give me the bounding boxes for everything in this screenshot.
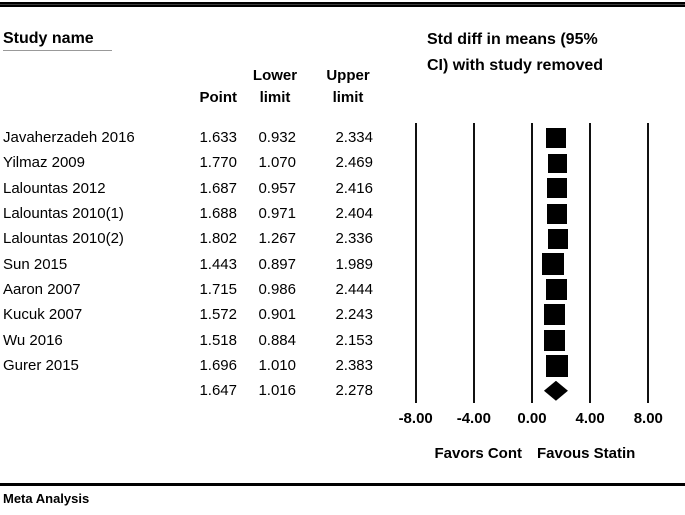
study-row: Sun 2015 1.443 0.897 1.989 (3, 252, 373, 277)
lower-limit-cell: 1.010 (258, 356, 296, 374)
upper-limit-cell: 2.243 (335, 306, 373, 324)
study-row: Wu 2016 1.518 0.884 2.153 (3, 328, 373, 353)
effect-square-marker (546, 203, 567, 224)
bottom-rule (0, 483, 685, 486)
study-row: Aaron 2007 1.715 0.986 2.444 (3, 277, 373, 302)
effect-square-marker (546, 178, 567, 199)
effect-square-marker (541, 253, 564, 276)
lower-limit-cell: 1.267 (258, 230, 296, 248)
lower-limit-cell: 1.070 (258, 154, 296, 172)
lower-limit-cell: 0.884 (258, 331, 296, 349)
axis-gridline (531, 123, 533, 403)
study-name-cell: Aaron 2007 (3, 280, 81, 298)
axis-gridline (589, 123, 592, 403)
effect-square-marker (545, 354, 568, 377)
plot-title-line1: Std diff in means (95% (427, 31, 598, 48)
study-name-cell: Kucuk 2007 (3, 306, 83, 324)
study-row: Gurer 2015 1.696 1.010 2.383 (3, 353, 373, 378)
study-name-cell: Javaherzadeh 2016 (3, 129, 135, 147)
column-header-lower-line2: limit (259, 89, 291, 106)
study-name-cell: Gurer 2015 (3, 356, 79, 374)
study-row: Kucuk 2007 1.572 0.901 2.243 (3, 302, 373, 327)
point-value-cell: 1.687 (199, 179, 237, 197)
top-rule (0, 2, 685, 7)
study-name-cell: Yilmaz 2009 (3, 154, 85, 172)
axis-gridline (414, 123, 417, 403)
effect-square-marker (546, 279, 568, 301)
overall-row: 1.647 1.016 2.278 (3, 378, 373, 403)
upper-limit-cell: 2.404 (335, 205, 373, 223)
lower-limit-cell: 0.986 (258, 280, 296, 298)
lower-limit-cell: 0.932 (258, 129, 296, 147)
point-value-cell: 1.715 (199, 280, 237, 298)
upper-limit-cell: 2.278 (335, 382, 373, 400)
axis-gridline (472, 123, 475, 403)
upper-limit-cell: 2.469 (335, 154, 373, 172)
upper-limit-cell: 2.334 (335, 129, 373, 147)
axis-tick-label: 8.00 (633, 410, 663, 427)
study-row: Lalountas 2012 1.687 0.957 2.416 (3, 176, 373, 201)
point-value-cell: 1.518 (199, 331, 237, 349)
point-value-cell: 1.688 (199, 205, 237, 223)
study-name-cell: Sun 2015 (3, 255, 68, 273)
point-value-cell: 1.633 (199, 129, 237, 147)
axis-gridline (647, 123, 650, 403)
column-header-upper-line1: Upper (326, 67, 370, 84)
point-value-cell: 1.696 (199, 356, 237, 374)
axis-label-favors-control: Favors Cont (434, 445, 522, 462)
lower-limit-cell: 0.971 (258, 205, 296, 223)
upper-limit-cell: 2.444 (335, 280, 373, 298)
study-name-cell: Wu 2016 (3, 331, 63, 349)
overall-diamond-marker (543, 380, 568, 401)
study-name-cell: Lalountas 2010(1) (3, 205, 124, 223)
axis-tick-label: -8.00 (398, 410, 433, 427)
lower-limit-cell: 0.897 (258, 255, 296, 273)
plot-title-line2: CI) with study removed (427, 57, 604, 74)
column-header-lower-line1: Lower (252, 67, 298, 84)
axis-label-favors-statin: Favous Statin (537, 445, 636, 462)
axis-tick-label: 0.00 (517, 410, 547, 427)
axis-tick-label: -4.00 (456, 410, 491, 427)
study-name-cell: Lalountas 2010(2) (3, 230, 124, 248)
point-value-cell: 1.802 (199, 230, 237, 248)
effect-square-marker (543, 329, 565, 351)
point-value-cell: 1.443 (199, 255, 237, 273)
point-value-cell: 1.647 (199, 382, 237, 400)
footer-label: Meta Analysis (3, 491, 90, 506)
lower-limit-cell: 0.957 (258, 179, 296, 197)
axis-tick-label: 4.00 (575, 410, 605, 427)
column-header-point: Point (199, 89, 238, 106)
effect-square-marker (544, 304, 566, 326)
study-name-column-title: Study name (3, 30, 112, 51)
point-value-cell: 1.572 (199, 306, 237, 324)
lower-limit-cell: 1.016 (258, 382, 296, 400)
column-header-upper-line2: limit (332, 89, 364, 106)
lower-limit-cell: 0.901 (258, 306, 296, 324)
effect-square-marker (548, 153, 568, 173)
upper-limit-cell: 2.416 (335, 179, 373, 197)
study-row: Javaherzadeh 2016 1.633 0.932 2.334 (3, 125, 373, 150)
plot-title: Std diff in means (95% CI) with study re… (427, 27, 672, 79)
upper-limit-cell: 1.989 (335, 255, 373, 273)
study-row: Lalountas 2010(1) 1.688 0.971 2.404 (3, 201, 373, 226)
point-value-cell: 1.770 (199, 154, 237, 172)
study-name-cell: Lalountas 2012 (3, 179, 106, 197)
study-row: Lalountas 2010(2) 1.802 1.267 2.336 (3, 226, 373, 251)
upper-limit-cell: 2.336 (335, 230, 373, 248)
effect-square-marker (545, 127, 566, 148)
upper-limit-cell: 2.153 (335, 331, 373, 349)
effect-square-marker (548, 229, 569, 249)
study-row: Yilmaz 2009 1.770 1.070 2.469 (3, 150, 373, 175)
upper-limit-cell: 2.383 (335, 356, 373, 374)
